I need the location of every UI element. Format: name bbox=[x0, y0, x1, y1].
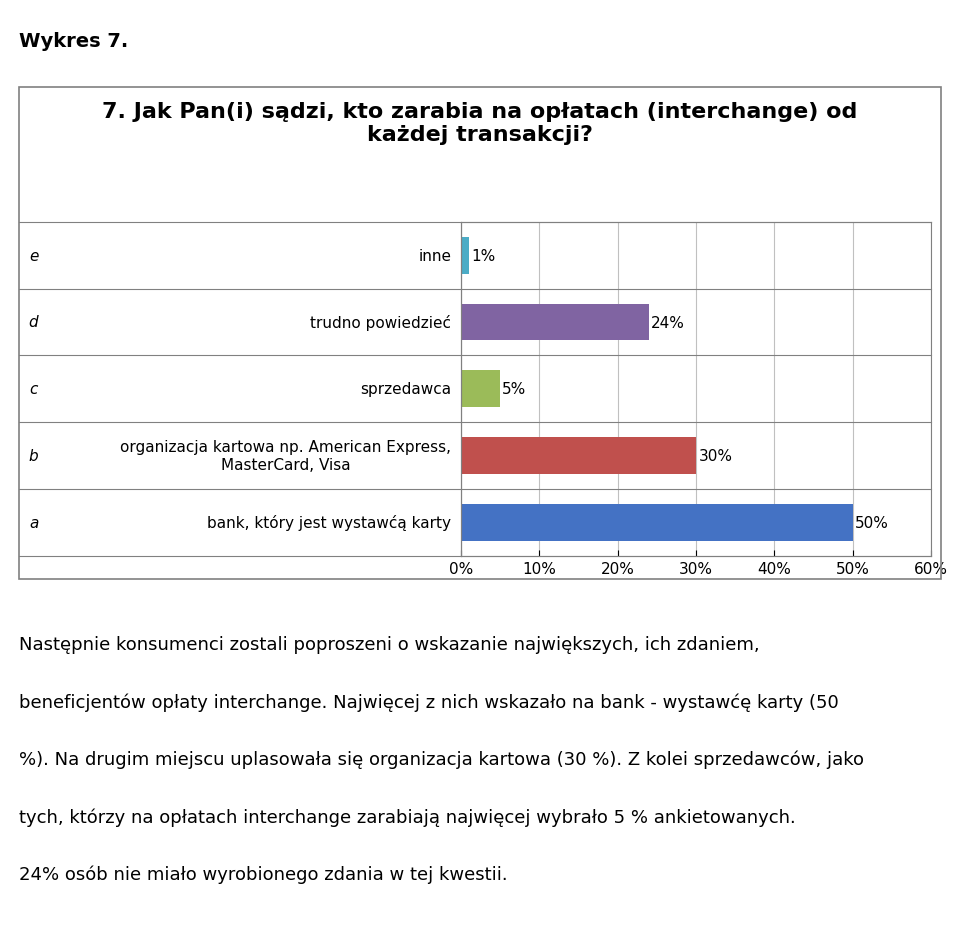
Text: 24% osób nie miało wyrobionego zdania w tej kwestii.: 24% osób nie miało wyrobionego zdania w … bbox=[19, 865, 508, 883]
Text: Wykres 7.: Wykres 7. bbox=[19, 32, 129, 51]
Bar bbox=[461, 304, 649, 341]
Text: e: e bbox=[29, 248, 38, 263]
Bar bbox=[461, 438, 696, 475]
Text: trudno powiedzieć: trudno powiedzieć bbox=[310, 314, 451, 331]
Text: sprzedawca: sprzedawca bbox=[360, 382, 451, 397]
Text: a: a bbox=[29, 515, 38, 530]
Text: b: b bbox=[29, 449, 38, 464]
Text: 30%: 30% bbox=[698, 449, 732, 464]
Text: d: d bbox=[29, 315, 38, 330]
Text: 7. Jak Pan(i) sądzi, kto zarabia na opłatach (interchange) od
każdej transakcji?: 7. Jak Pan(i) sądzi, kto zarabia na opła… bbox=[103, 102, 857, 146]
Text: 1%: 1% bbox=[471, 248, 495, 263]
Text: bank, który jest wystawćą karty: bank, który jest wystawćą karty bbox=[207, 514, 451, 531]
Text: inne: inne bbox=[419, 248, 451, 263]
Bar bbox=[461, 504, 852, 541]
Bar bbox=[461, 371, 500, 408]
Text: 50%: 50% bbox=[855, 515, 889, 530]
Text: organizacja kartowa np. American Express,
MasterCard, Visa: organizacja kartowa np. American Express… bbox=[120, 440, 451, 472]
Text: %). Na drugim miejscu uplasowała się organizacja kartowa (30 %). Z kolei sprzeda: %). Na drugim miejscu uplasowała się org… bbox=[19, 750, 864, 768]
Bar bbox=[461, 237, 468, 274]
Text: Następnie konsumenci zostali poproszeni o wskazanie największych, ich zdaniem,: Następnie konsumenci zostali poproszeni … bbox=[19, 635, 759, 653]
Text: 5%: 5% bbox=[502, 382, 527, 397]
Text: 24%: 24% bbox=[651, 315, 685, 330]
Text: beneficjentów opłaty interchange. Najwięcej z nich wskazało na bank - wystawćę k: beneficjentów opłaty interchange. Najwię… bbox=[19, 692, 839, 711]
Text: c: c bbox=[30, 382, 37, 397]
Text: tych, którzy na opłatach interchange zarabiają najwięcej wybrało 5 % ankietowany: tych, którzy na opłatach interchange zar… bbox=[19, 807, 796, 826]
